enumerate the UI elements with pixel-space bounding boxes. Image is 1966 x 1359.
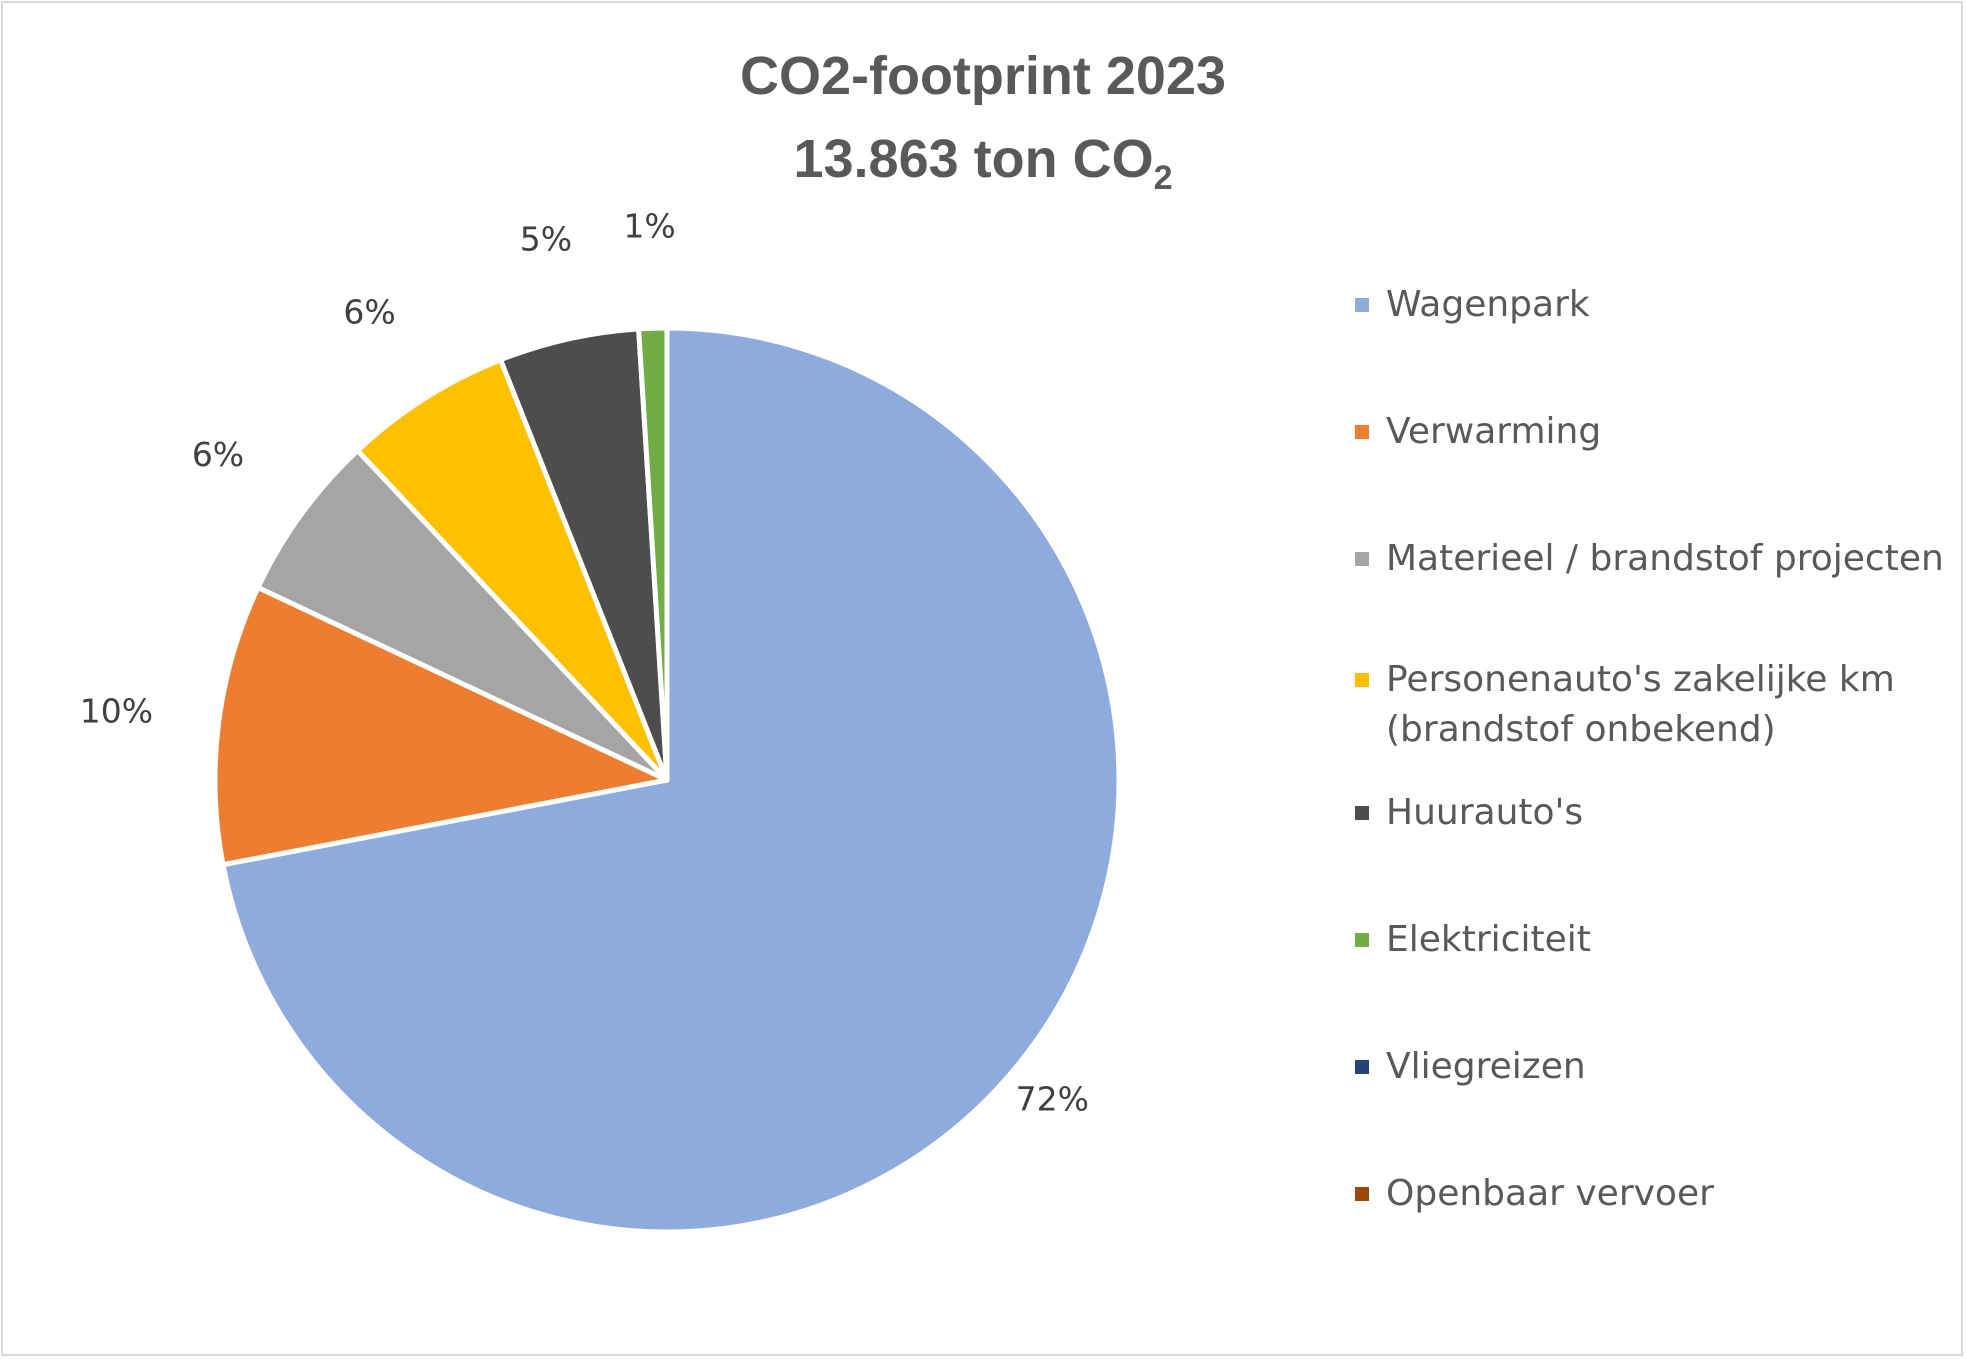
legend-label: Openbaar vervoer — [1386, 1173, 1714, 1214]
pie-slice-5 — [498, 326, 670, 783]
chart-subtitle-text: 13.863 ton CO — [793, 129, 1154, 189]
legend-label: Vliegreizen — [1386, 1046, 1586, 1087]
legend-label: Personenauto's zakelijke km (brandstof o… — [1386, 659, 1895, 750]
pie-data-labels: 72% 10% 6% 6% 5% 1% — [80, 206, 1089, 1118]
data-label-1: 72% — [1016, 1080, 1089, 1119]
data-label-5: 5% — [520, 219, 572, 258]
data-label-6: 1% — [623, 206, 675, 245]
legend-item: Wagenpark — [1355, 280, 1590, 330]
legend-item: Personenauto's zakelijke km (brandstof o… — [1355, 655, 1895, 755]
legend-swatch — [1355, 673, 1369, 687]
chart-subtitle-subscript: 2 — [1153, 159, 1173, 197]
pie-slice-6 — [636, 325, 670, 783]
data-label-3: 6% — [192, 435, 244, 474]
legend-item: Vliegreizen — [1355, 1042, 1586, 1092]
pie-slice-1 — [220, 325, 1122, 1235]
legend-swatch — [1355, 552, 1369, 566]
legend-item: Materieel / brandstof projecten — [1355, 534, 1944, 584]
legend-swatch — [1355, 806, 1369, 820]
legend-label: Verwarming — [1386, 411, 1602, 452]
legend-swatch — [1355, 425, 1369, 439]
legend-label: Wagenpark — [1386, 284, 1590, 325]
legend-swatch — [1355, 933, 1369, 947]
data-label-4: 6% — [343, 292, 395, 331]
legend-swatch — [1355, 298, 1369, 312]
legend-label: Huurauto's — [1386, 792, 1584, 833]
chart-subtitle: 13.863 ton CO2 — [0, 128, 1966, 198]
legend-item: Openbaar vervoer — [1355, 1169, 1714, 1219]
chart-title-text: CO2-footprint 2023 — [739, 46, 1227, 106]
legend-swatch — [1355, 1187, 1369, 1201]
legend-item: Elektriciteit — [1355, 915, 1591, 965]
pie-slice-3 — [255, 448, 670, 783]
data-label-2: 10% — [80, 691, 153, 730]
pie-slice-4 — [355, 357, 670, 783]
legend-swatch — [1355, 1060, 1369, 1074]
chart-title: CO2-footprint 2023 — [0, 45, 1966, 107]
pie-slice-2 — [212, 585, 670, 868]
pie-slices — [212, 325, 1122, 1235]
legend-label: Materieel / brandstof projecten — [1386, 538, 1944, 579]
legend-item: Huurauto's — [1355, 788, 1583, 838]
legend-item: Verwarming — [1355, 407, 1601, 457]
legend-label: Elektriciteit — [1386, 919, 1591, 960]
